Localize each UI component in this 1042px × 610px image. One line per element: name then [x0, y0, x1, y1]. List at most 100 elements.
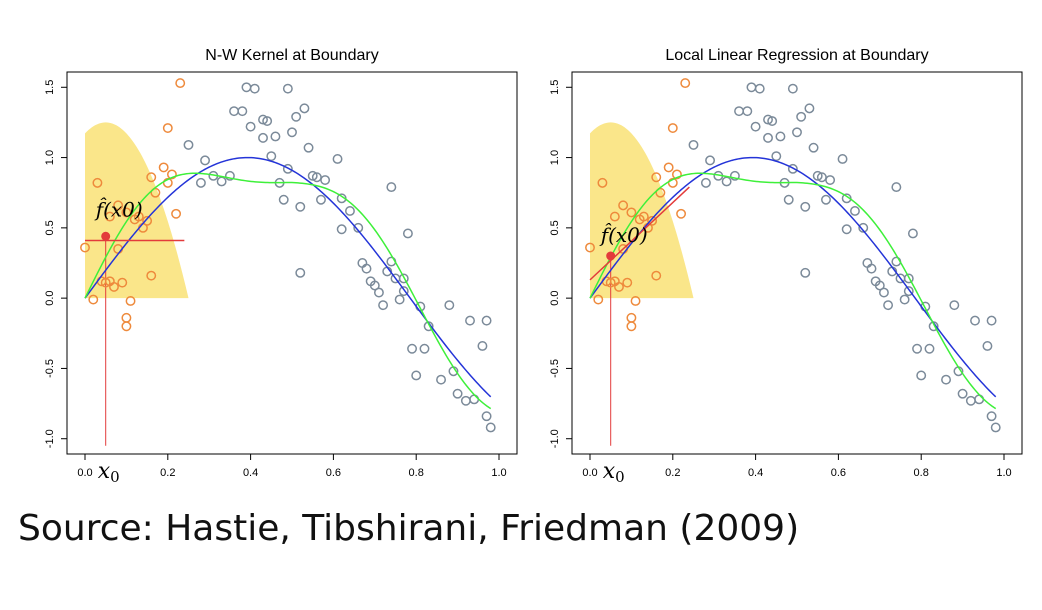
- fhat-point: [606, 251, 616, 261]
- y-tick-label: -0.5: [44, 359, 56, 378]
- data-point-in-window: [109, 281, 119, 292]
- data-point-in-window: [133, 211, 144, 222]
- data-point-outside-window: [841, 193, 852, 204]
- data-point-in-window: [676, 208, 687, 219]
- data-point-in-window: [597, 177, 608, 188]
- data-point-outside-window: [336, 193, 347, 204]
- data-point-outside-window: [303, 142, 314, 153]
- data-point-outside-window: [345, 206, 355, 216]
- x0-axis-label: x0: [603, 459, 625, 486]
- data-point-in-window: [622, 277, 633, 288]
- data-point-in-window: [113, 200, 124, 211]
- data-point-in-window: [630, 296, 641, 306]
- y-tick-label: -1.0: [44, 429, 56, 448]
- data-point-in-window: [125, 296, 136, 306]
- data-point-outside-window: [419, 343, 430, 354]
- data-point-outside-window: [742, 106, 753, 117]
- data-point-outside-window: [700, 177, 711, 188]
- y-tick-label: 1.0: [44, 150, 56, 165]
- data-point-outside-window: [787, 163, 798, 174]
- data-point-outside-window: [295, 201, 306, 212]
- x0-axis-label: x0: [98, 459, 120, 486]
- data-point-outside-window: [837, 154, 848, 164]
- data-point-outside-window: [282, 83, 293, 94]
- data-point-outside-window: [883, 300, 894, 311]
- plot-frame: [66, 71, 518, 455]
- data-point-outside-window: [912, 343, 923, 354]
- data-point-outside-window: [812, 170, 823, 181]
- x-tick-label: 1.0: [996, 467, 1011, 479]
- data-point-outside-window: [825, 175, 836, 186]
- data-point-outside-window: [295, 267, 306, 278]
- chart-title-nw: N-W Kernel at Boundary: [205, 47, 378, 64]
- data-point-outside-window: [850, 206, 860, 216]
- data-point-outside-window: [332, 154, 343, 164]
- data-point-outside-window: [986, 411, 997, 422]
- data-point-outside-window: [804, 103, 815, 114]
- data-point-outside-window: [763, 132, 773, 143]
- data-point-in-window: [647, 215, 658, 226]
- data-point-outside-window: [841, 224, 852, 235]
- data-point-in-window: [158, 162, 169, 173]
- data-point-outside-window: [241, 82, 252, 93]
- data-point-in-window: [626, 207, 637, 218]
- data-point-outside-window: [477, 340, 488, 351]
- data-point-outside-window: [481, 315, 492, 326]
- data-point-outside-window: [237, 106, 248, 117]
- plot-frame: [571, 71, 1023, 455]
- data-point-outside-window: [916, 370, 927, 381]
- data-point-in-window: [92, 177, 103, 188]
- data-point-outside-window: [866, 263, 877, 274]
- data-point-in-window: [638, 211, 649, 222]
- data-point-outside-window: [465, 315, 475, 326]
- data-point-outside-window: [763, 114, 773, 125]
- y-tick-label: 0.5: [44, 220, 56, 235]
- data-point-outside-window: [282, 163, 293, 174]
- data-point-in-window: [142, 215, 153, 226]
- kernel-weight-region: [590, 122, 694, 299]
- data-point-in-window: [585, 242, 595, 253]
- data-point-outside-window: [734, 106, 744, 117]
- data-point-outside-window: [452, 388, 463, 399]
- data-point-outside-window: [278, 194, 289, 205]
- data-point-outside-window: [229, 106, 239, 117]
- data-point-outside-window: [394, 294, 405, 305]
- data-point-outside-window: [750, 121, 761, 132]
- data-point-outside-window: [224, 170, 235, 181]
- data-point-outside-window: [386, 182, 397, 193]
- data-point-outside-window: [982, 340, 993, 351]
- source-caption: Source: Hastie, Tibshirani, Friedman (20…: [18, 508, 800, 549]
- local-linear-fit: [589, 186, 690, 281]
- panel-1: N-W Kernel at Boundary 0.0 0.2 0.4 0.6 0.8 1.0…: [44, 47, 518, 486]
- data-point-in-window: [626, 321, 637, 332]
- data-point-outside-window: [949, 300, 960, 311]
- data-point-in-window: [605, 277, 616, 288]
- data-point-in-window: [100, 277, 111, 288]
- data-point-outside-window: [816, 172, 827, 183]
- data-point-outside-window: [990, 422, 1001, 433]
- data-point-in-window: [171, 208, 182, 219]
- true-function-curve: [84, 156, 492, 398]
- data-point-outside-window: [986, 315, 997, 326]
- data-point-outside-window: [808, 142, 819, 153]
- data-point-outside-window: [411, 370, 422, 381]
- data-point-in-window: [175, 78, 186, 89]
- data-point-outside-window: [903, 286, 914, 297]
- data-point-outside-window: [746, 82, 757, 93]
- data-point-in-window: [80, 242, 90, 253]
- data-point-outside-window: [200, 155, 211, 166]
- y-tick-label: -1.0: [549, 429, 561, 448]
- data-point-outside-window: [398, 286, 409, 297]
- x-tick-label: 1.0: [491, 467, 506, 479]
- data-point-outside-window: [874, 280, 885, 291]
- data-point-outside-window: [183, 139, 194, 150]
- data-point-outside-window: [965, 395, 976, 406]
- data-point-outside-window: [460, 395, 471, 406]
- data-point-outside-window: [899, 294, 910, 305]
- data-point-in-window: [121, 207, 132, 218]
- kernel-weight-region: [85, 122, 189, 299]
- data-point-outside-window: [903, 273, 914, 284]
- data-point-in-window: [680, 78, 691, 89]
- data-point-outside-window: [469, 394, 480, 405]
- data-point-outside-window: [729, 170, 740, 181]
